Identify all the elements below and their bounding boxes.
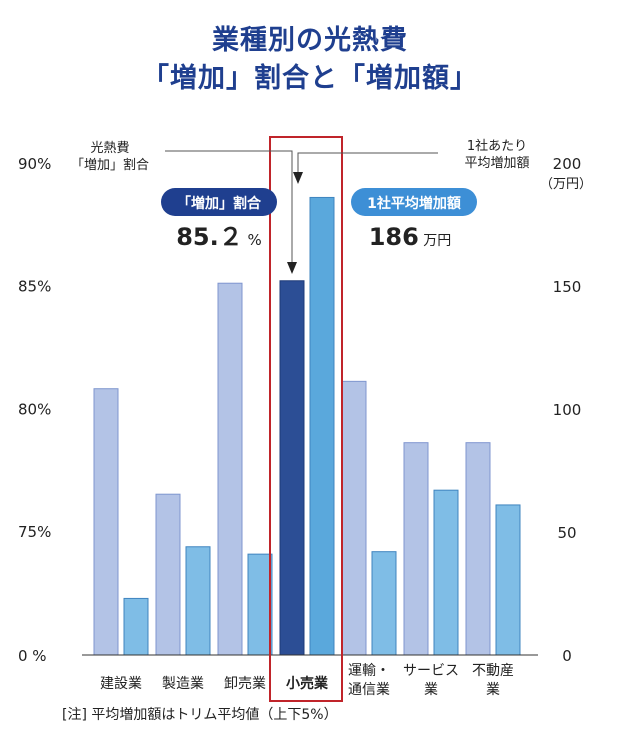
right-axis-tick: 50 <box>557 524 576 542</box>
left-axis-tick: 80% <box>18 400 51 418</box>
footnote: [注] 平均増加額はトリム平均値（上下5%） <box>62 707 338 723</box>
left-axis-tick: 85% <box>18 278 51 296</box>
category-label: 運輸・ <box>348 663 390 679</box>
bar-amount <box>433 489 459 656</box>
badge-amount <box>351 188 477 216</box>
category-label: 小売業 <box>286 675 329 692</box>
category-label: 卸売業 <box>224 676 266 692</box>
badge-ratio <box>161 188 277 216</box>
legend-right-line2: 平均増加額 <box>464 156 529 171</box>
bar-ratio <box>217 282 243 656</box>
right-axis-tick: 150 <box>553 278 582 296</box>
legend-left-line1: 光熱費 <box>90 141 129 156</box>
leader-line-amount <box>297 152 438 178</box>
category-label: 建設業 <box>100 676 142 692</box>
chart-title-line2: 「増加」割合と「増加額」 <box>142 63 478 94</box>
callout-amount-value: 186 万円 <box>369 223 452 251</box>
arrow-down-icon <box>293 172 303 184</box>
left-axis-tick: 75% <box>18 523 51 541</box>
right-axis-tick: 200 <box>553 155 582 173</box>
callout-ratio-value: 85.２ % <box>176 223 262 251</box>
bar-amount <box>309 196 335 656</box>
bar-ratio <box>465 442 491 656</box>
bar-ratio <box>93 388 119 656</box>
right-axis-tick: 0 <box>562 647 572 665</box>
category-label: 不動産 <box>472 663 514 679</box>
bar-ratio <box>279 280 305 656</box>
legend-right-line1: 1社あたり <box>467 138 527 154</box>
bar-amount <box>495 504 521 656</box>
right-axis-unit: （万円） <box>540 177 592 192</box>
badge-ratio-label: 「増加」割合 <box>177 195 262 212</box>
left-axis-tick: 0 % <box>18 647 47 665</box>
arrow-down-icon <box>287 262 297 274</box>
bar-amount <box>185 546 211 656</box>
bar-amount <box>371 551 397 656</box>
bar-amount <box>123 597 149 656</box>
category-label: 製造業 <box>162 676 204 692</box>
bar-ratio <box>341 380 367 656</box>
left-axis-tick: 90% <box>18 155 51 173</box>
badge-amount-label: 1社平均増加額 <box>367 195 461 212</box>
category-label: サービス <box>403 663 459 679</box>
chart-title-line1: 業種別の光熱費 <box>212 25 408 56</box>
category-label: 業 <box>424 682 438 698</box>
bar-ratio <box>403 442 429 656</box>
bar-ratio <box>155 493 181 656</box>
highlight-box <box>269 136 343 702</box>
legend-left-line2: 「増加」割合 <box>71 157 149 173</box>
right-axis-tick: 100 <box>553 401 582 419</box>
leader-line-ratio <box>165 150 293 268</box>
bar-amount <box>247 553 273 656</box>
category-label: 通信業 <box>348 682 390 698</box>
category-label: 業 <box>486 682 500 698</box>
